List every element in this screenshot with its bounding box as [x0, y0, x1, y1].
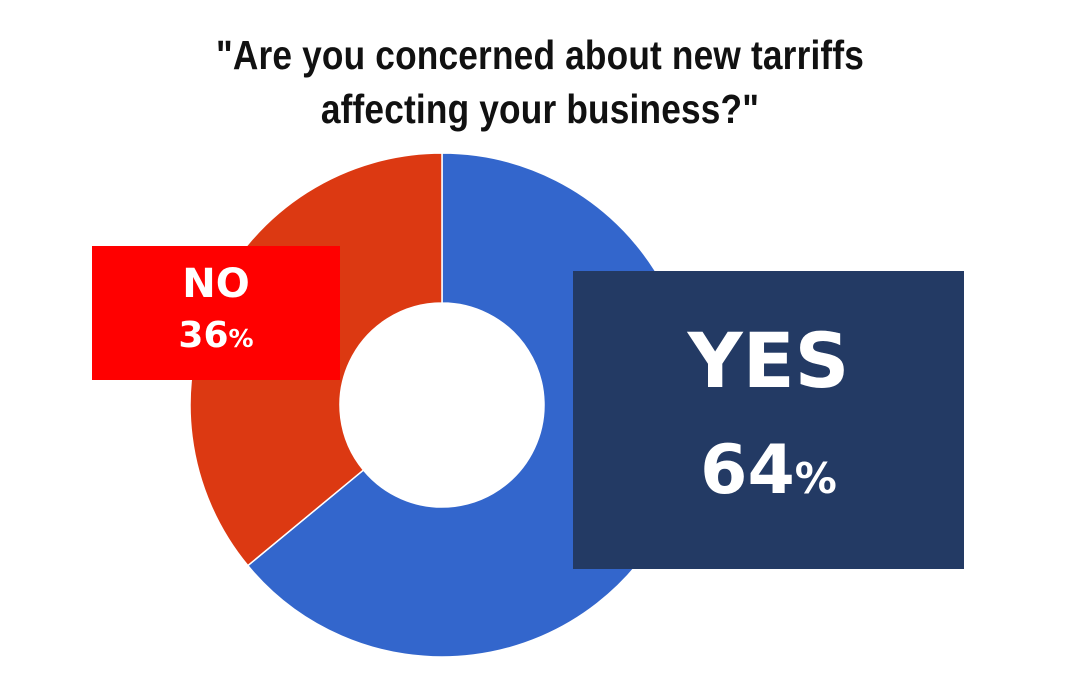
no-percent-label: 36% — [92, 314, 340, 361]
chart-title: "Are you concerned about new tarriffs af… — [76, 28, 1005, 136]
no-label-box: NO 36% — [92, 246, 340, 380]
yes-category-label: YES — [687, 316, 850, 405]
no-category-label: NO — [182, 261, 250, 307]
yes-percent-label: 64% — [573, 429, 964, 521]
no-percent-value: 36 — [178, 315, 229, 356]
yes-percent-sign: % — [794, 454, 837, 503]
yes-label-box: YES 64% — [573, 271, 964, 569]
chart-title-line-1: "Are you concerned about new tarriffs — [215, 32, 865, 78]
chart-title-line-2: affecting your business?" — [320, 86, 760, 132]
no-percent-sign: % — [228, 324, 254, 353]
yes-percent-value: 64 — [700, 431, 795, 510]
